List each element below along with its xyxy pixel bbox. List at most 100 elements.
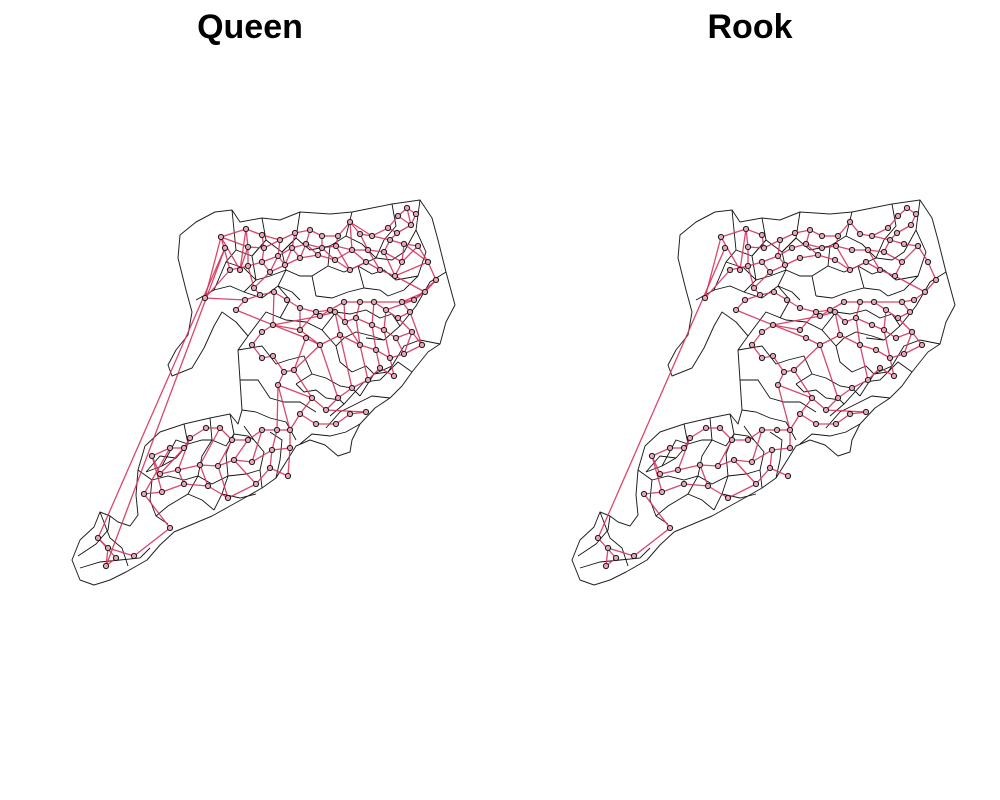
tract-centroid <box>348 246 356 254</box>
tract-centroid <box>769 321 777 329</box>
tract-boundary <box>829 361 913 417</box>
neighbor-link <box>177 464 201 471</box>
neighbor-link <box>207 485 229 499</box>
tract-boundary <box>329 361 413 417</box>
tract-centroid <box>341 318 349 326</box>
tract-centroid <box>786 444 794 452</box>
neighbor-link <box>901 245 919 263</box>
neighbor-link <box>683 483 709 487</box>
neighbor-link <box>835 245 851 271</box>
tract-centroid <box>258 426 266 434</box>
tract-centroid <box>312 420 320 428</box>
tract-centroid <box>256 291 264 299</box>
tract-centroid <box>370 298 378 306</box>
tract-centroid <box>273 426 281 434</box>
neighbor-link <box>299 397 313 415</box>
tract-centroid <box>326 306 334 314</box>
neighbor-link <box>772 355 785 373</box>
neighbor-link <box>753 271 771 289</box>
tract-centroid <box>848 246 856 254</box>
tract-centroid <box>814 251 822 259</box>
tract-boundary <box>815 287 889 299</box>
neighbor-link <box>183 483 209 487</box>
neighbor-link <box>689 427 707 439</box>
tract-centroid <box>886 354 894 362</box>
tract-centroid <box>856 230 864 238</box>
tract-centroid <box>796 304 804 312</box>
tract-centroid <box>408 328 416 336</box>
neighbor-link <box>367 249 381 271</box>
neighbor-link <box>793 344 821 371</box>
tract-centroid <box>414 242 422 250</box>
neighbor-link <box>299 311 317 331</box>
neighbor-link <box>751 429 763 463</box>
tract-centroid <box>840 298 848 306</box>
tract-centroid <box>702 424 710 432</box>
neighbor-link <box>867 249 881 271</box>
neighbor-link <box>394 261 429 277</box>
tract-centroid <box>818 244 826 252</box>
tract-centroid <box>834 394 842 402</box>
neighbor-link <box>819 344 839 399</box>
tract-centroid <box>758 354 766 362</box>
tract-boundary <box>713 285 801 301</box>
tract-centroid <box>346 218 354 226</box>
tract-centroid <box>204 482 212 490</box>
tract-centroid <box>244 436 252 444</box>
tract-boundary <box>357 203 397 289</box>
tract-centroid <box>281 261 289 269</box>
tract-centroid <box>758 328 766 336</box>
tract-centroid <box>104 544 112 552</box>
neighbor-link <box>233 459 257 485</box>
tract-centroid <box>744 262 752 270</box>
tract-centroid <box>214 462 222 470</box>
tract-centroid <box>322 406 330 414</box>
tract-centroid <box>418 341 426 349</box>
tract-boundary <box>213 413 235 511</box>
tract-centroid <box>766 268 774 276</box>
neighbor-link <box>239 228 247 271</box>
tract-centroid <box>356 341 364 349</box>
map-queen <box>71 199 456 586</box>
tract-centroid <box>732 306 740 314</box>
tract-centroid <box>862 408 870 416</box>
tract-centroid <box>831 308 839 316</box>
neighbor-link <box>359 344 369 381</box>
tract-boundary <box>645 455 677 473</box>
tract-centroid <box>242 225 250 233</box>
tract-centroid <box>241 296 249 304</box>
tract-centroid <box>756 291 764 299</box>
neighbor-link <box>293 337 307 371</box>
neighbor-link <box>272 291 275 326</box>
tract-centroid <box>148 452 156 460</box>
neighbor-link <box>220 236 231 271</box>
tract-centroid <box>331 308 339 316</box>
neighbor-link <box>251 429 263 463</box>
tract-centroid <box>221 244 229 252</box>
tract-centroid <box>752 480 760 488</box>
tract-centroid <box>296 304 304 312</box>
neighbor-link <box>607 547 635 557</box>
tract-centroid <box>674 466 682 474</box>
neighbor-link <box>855 317 861 346</box>
tract-centroid <box>841 318 849 326</box>
tract-centroid <box>232 306 240 314</box>
tract-centroid <box>412 210 420 218</box>
tract-centroid <box>394 314 402 322</box>
neighbor-link <box>220 228 247 238</box>
neighbor-link <box>217 465 229 499</box>
tract-centroid <box>180 480 188 488</box>
tract-centroid <box>302 240 310 248</box>
tract-centroid <box>680 480 688 488</box>
tract-boundary <box>845 229 917 261</box>
tract-centroid <box>312 308 320 316</box>
neighbor-link <box>733 459 757 485</box>
tract-boundary <box>187 493 215 511</box>
tract-centroid <box>862 258 870 266</box>
tract-boundaries <box>71 199 456 586</box>
neighbor-link <box>271 429 278 451</box>
tract-centroid <box>726 266 734 274</box>
tract-boundary <box>315 287 389 299</box>
tract-centroid <box>932 276 940 284</box>
tract-centroid <box>393 229 401 237</box>
